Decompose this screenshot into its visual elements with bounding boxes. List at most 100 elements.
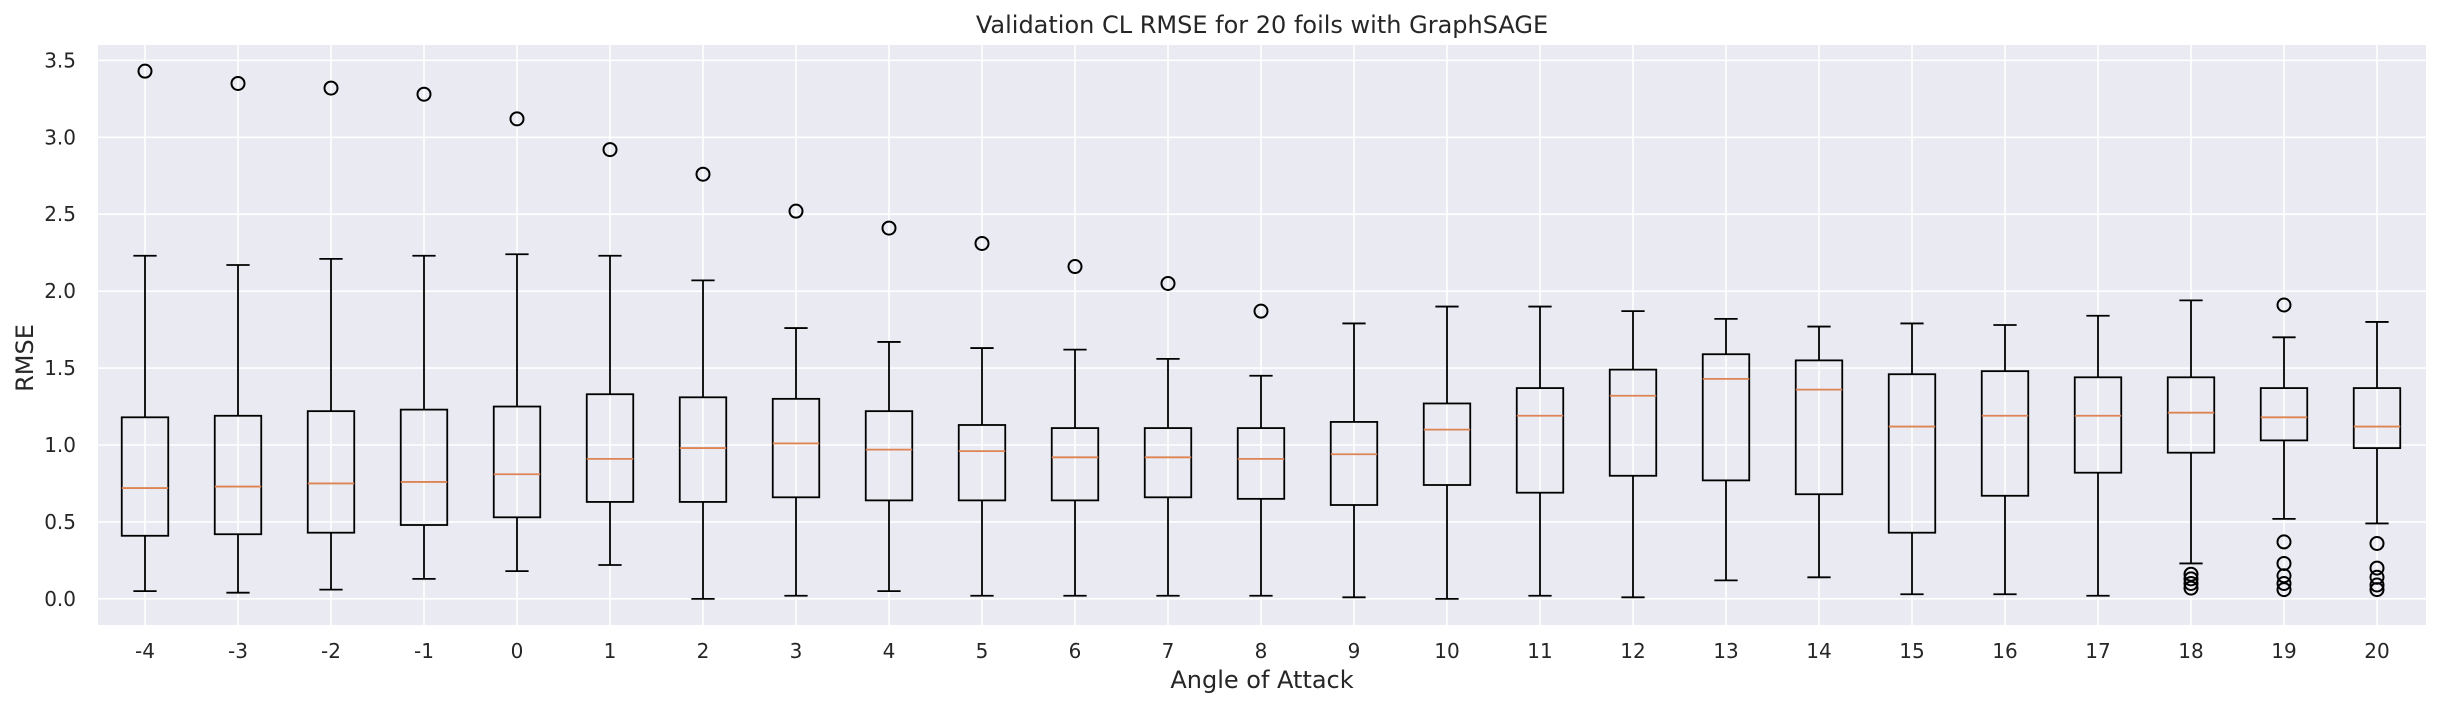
- y-tick-label: 0.5: [44, 510, 76, 534]
- x-tick-label: 16: [1992, 639, 2017, 663]
- y-tick-label: 2.0: [44, 279, 76, 303]
- outlier-point: [2276, 534, 2292, 550]
- y-tick-label: 1.5: [44, 356, 76, 380]
- x-tick-labels: -4 -3 -2 -1 0 1 2 3 4 5 6 7 8 9 10 11 12 13 14 15 16 17 18 19 20: [135, 639, 2390, 663]
- iqr-box: [120, 416, 170, 537]
- box-group: [1794, 325, 1844, 579]
- box-group: [399, 86, 449, 580]
- y-tick-label: 3.0: [44, 125, 76, 149]
- outlier-point: [1160, 275, 1176, 291]
- iqr-box: [864, 410, 914, 502]
- box-group: [1701, 317, 1751, 582]
- outlier-point: [788, 203, 804, 219]
- iqr-box: [2073, 376, 2123, 474]
- box-group: [2073, 314, 2123, 597]
- x-tick-label: -4: [135, 639, 155, 663]
- x-tick-label: 8: [1255, 639, 1268, 663]
- iqr-box: [1980, 370, 2030, 497]
- x-tick-label: 11: [1527, 639, 1552, 663]
- outlier-point: [416, 86, 432, 102]
- x-tick-label: 17: [2085, 639, 2110, 663]
- x-tick-label: 0: [511, 639, 524, 663]
- x-tick-label: 7: [1162, 639, 1175, 663]
- iqr-box: [1701, 353, 1751, 482]
- iqr-box: [957, 424, 1007, 502]
- outlier-point: [509, 111, 525, 127]
- x-tick-label: 9: [1348, 639, 1361, 663]
- outlier-point: [1253, 303, 1269, 319]
- y-axis-title: RMSE: [11, 324, 39, 392]
- iqr-box: [1143, 427, 1193, 499]
- y-tick-label: 1.0: [44, 433, 76, 457]
- x-axis-title: Angle of Attack: [1170, 666, 1353, 694]
- iqr-box: [585, 393, 635, 503]
- box-group: [1329, 322, 1379, 599]
- x-tick-label: 12: [1620, 639, 1645, 663]
- iqr-box: [1422, 402, 1472, 486]
- y-tick-label: 2.5: [44, 202, 76, 226]
- box-group: [957, 235, 1007, 597]
- iqr-box: [1515, 387, 1565, 494]
- box-group: [213, 75, 263, 594]
- outlier-point: [974, 235, 990, 251]
- x-tick-label: 18: [2178, 639, 2203, 663]
- box-group: [771, 203, 821, 597]
- iqr-box: [1608, 368, 1658, 477]
- x-tick-label: 15: [1899, 639, 1924, 663]
- chart-title: Validation CL RMSE for 20 foils with Gra…: [976, 11, 1548, 39]
- iqr-box: [492, 405, 542, 519]
- x-tick-label: 2: [697, 639, 710, 663]
- box-group: [2259, 297, 2309, 598]
- iqr-box: [1887, 373, 1937, 534]
- box-group: [1887, 322, 1937, 596]
- outlier-point: [2276, 575, 2292, 591]
- boxes-layer: [120, 63, 2402, 600]
- outlier-point: [2183, 580, 2199, 596]
- outlier-point: [881, 220, 897, 236]
- box-group: [1980, 324, 2030, 596]
- x-tick-label: 5: [976, 639, 989, 663]
- box-group: [1236, 303, 1286, 597]
- iqr-box: [1329, 421, 1379, 506]
- x-tick-label: 1: [604, 639, 617, 663]
- outlier-point: [2183, 571, 2199, 587]
- iqr-box: [771, 397, 821, 499]
- outlier-point: [137, 63, 153, 79]
- box-group: [585, 142, 635, 566]
- y-tick-labels: 0.0 0.5 1.0 1.5 2.0 2.5 3.0 3.5: [44, 48, 76, 610]
- iqr-box: [2352, 387, 2402, 449]
- iqr-box: [1236, 427, 1286, 500]
- outlier-point: [2369, 560, 2385, 576]
- outlier-point: [2183, 575, 2199, 591]
- box-group: [120, 63, 170, 593]
- y-tick-label: 3.5: [44, 48, 76, 72]
- box-group: [1143, 275, 1193, 597]
- plot-area: [98, 45, 2426, 625]
- iqr-box: [399, 408, 449, 526]
- outlier-point: [2369, 582, 2385, 598]
- box-group: [678, 166, 728, 600]
- x-tick-label: 14: [1806, 639, 1831, 663]
- box-group: [1050, 259, 1100, 597]
- outlier-point: [602, 142, 618, 158]
- box-group: [1608, 310, 1658, 599]
- outlier-point: [323, 80, 339, 96]
- iqr-box: [678, 396, 728, 503]
- box-group: [306, 80, 356, 591]
- x-tick-label: 4: [883, 639, 896, 663]
- iqr-box: [2166, 376, 2216, 454]
- box-group: [2166, 299, 2216, 596]
- outlier-point: [2276, 297, 2292, 313]
- outlier-point: [695, 166, 711, 182]
- outlier-point: [1067, 259, 1083, 275]
- x-tick-label: 19: [2271, 639, 2296, 663]
- x-tick-label: 13: [1713, 639, 1738, 663]
- iqr-box: [306, 410, 356, 534]
- x-tick-label: 6: [1069, 639, 1082, 663]
- x-tick-label: 3: [790, 639, 803, 663]
- x-tick-label: 20: [2364, 639, 2389, 663]
- iqr-box: [1794, 359, 1844, 496]
- outlier-point: [2369, 577, 2385, 593]
- box-group: [2352, 321, 2402, 598]
